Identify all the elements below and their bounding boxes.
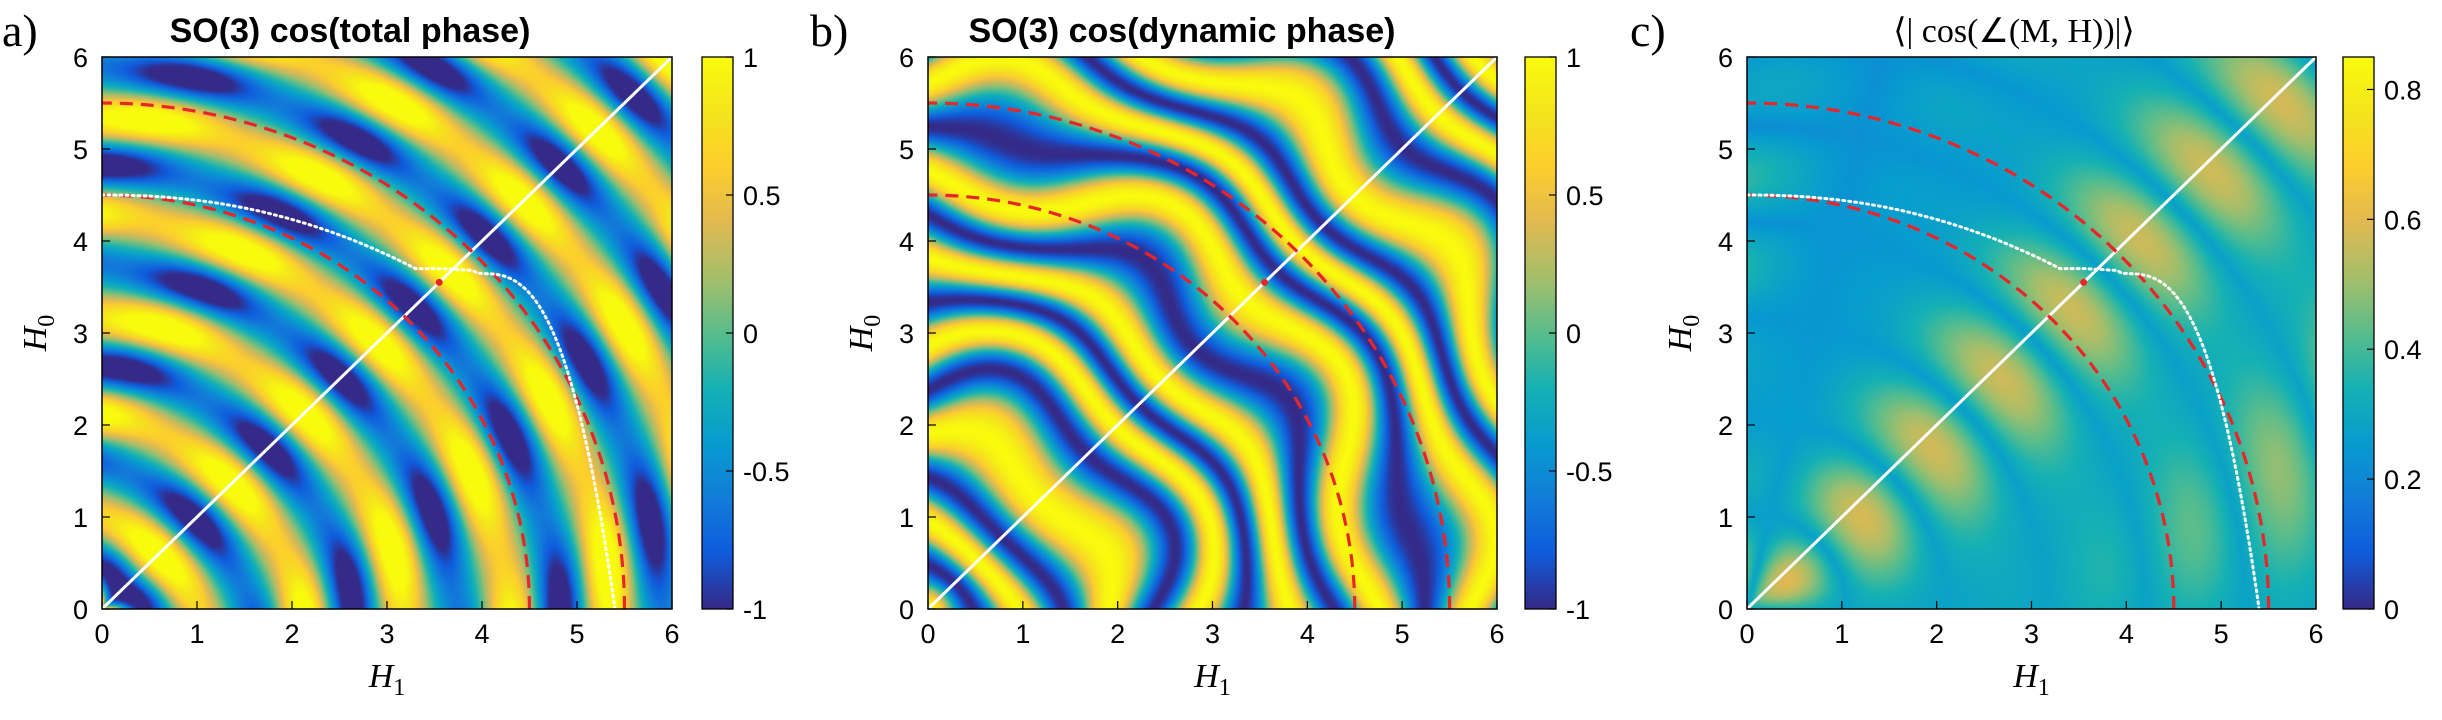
a-xtick-label: 6: [664, 619, 679, 649]
b-red-dashed-arc-2: [928, 101, 1452, 609]
b-red-dashed-arc-1: [928, 193, 1357, 609]
b-ylabel: H0: [843, 315, 886, 353]
c-xtick-label: 1: [1834, 619, 1849, 649]
a-colorbar-tick-label: -0.5: [743, 457, 790, 487]
a-ytick-label: 4: [73, 227, 88, 257]
a-chart-title: SO(3) cos(total phase): [170, 12, 531, 50]
c-colorbar-frame: [2342, 56, 2375, 610]
c-xtick-label: 5: [2214, 619, 2229, 649]
c-colorbar-tick-label: 0.4: [2384, 335, 2422, 365]
a-colorbar-tick-label: -1: [743, 595, 767, 625]
c-xtick-label: 0: [1739, 619, 1754, 649]
a-xtick-label: 2: [284, 619, 299, 649]
a-crossing-point: [435, 278, 443, 286]
a-ytick-label: 6: [73, 43, 88, 73]
a-xtick-label: 4: [474, 619, 489, 649]
b-crossing-point: [1261, 278, 1269, 286]
b-chart-title: SO(3) cos(dynamic phase): [968, 12, 1395, 50]
panel-b-svg: SO(3) cos(dynamic phase) 0 1 2 3 4 5 6 0 1 2 3 4 5 6 H1…: [843, 12, 1613, 701]
a-ytick-label: 3: [73, 319, 88, 349]
panel-c-svg: ⟨| cos(∠(M, H))|⟩ 0 1 2 3 4 5 6 0 1 2 3 4 5 6 H1 H0 0 0.2 0…: [1662, 13, 2422, 701]
c-ytick-label: 4: [1718, 227, 1733, 257]
b-colorbar-tick-label: -1: [1566, 595, 1590, 625]
panel-a: a) SO(3) cos(total phase) 0 1 2 3 4 5 6 0 1 2 3 4 5 6 H…: [0, 0, 810, 720]
a-colorbar-tick-label: 1: [743, 43, 758, 73]
panel-c-label: c): [1630, 5, 1666, 56]
c-chart-title: ⟨| cos(∠(M, H))|⟩: [1893, 13, 2135, 50]
a-xlabel: H1: [368, 658, 406, 701]
c-ytick-label: 2: [1718, 411, 1733, 441]
c-colorbar: [2343, 57, 2374, 609]
a-xtick-label: 0: [94, 619, 109, 649]
b-colorbar-tick-label: 0.5: [1566, 181, 1604, 211]
b-colorbar-tick-label: 1: [1566, 43, 1581, 73]
c-overlays: [1747, 57, 2316, 609]
b-xtick-label: 3: [1205, 619, 1220, 649]
b-xtick-label: 6: [1489, 619, 1504, 649]
c-white-dotted-boundary: [1747, 193, 2261, 609]
b-xtick-label: 0: [920, 619, 935, 649]
a-ytick-label: 5: [73, 135, 88, 165]
b-ytick-label: 0: [899, 595, 914, 625]
c-xtick-label: 6: [2308, 619, 2323, 649]
c-xlabel: H1: [2012, 658, 2050, 701]
c-xtick-label: 2: [1929, 619, 1944, 649]
b-colorbar-tick-label: 0: [1566, 319, 1581, 349]
panel-a-label: a): [2, 5, 38, 56]
b-xtick-label: 1: [1015, 619, 1030, 649]
a-xtick-label: 3: [379, 619, 394, 649]
b-xlabel: H1: [1193, 658, 1231, 701]
b-xtick-label: 4: [1300, 619, 1315, 649]
panel-b-label: b): [810, 5, 849, 56]
a-ylabel: H0: [17, 315, 60, 353]
a-colorbar-tick-label: 0.5: [743, 181, 781, 211]
c-crossing-point: [2080, 278, 2088, 286]
c-ytick-label: 5: [1718, 135, 1733, 165]
c-diagonal-line: [1747, 57, 2316, 609]
a-red-dashed-arc-2: [102, 101, 627, 609]
c-xtick-label: 3: [2024, 619, 2039, 649]
b-xtick-label: 2: [1110, 619, 1125, 649]
a-diagonal-line: [102, 57, 672, 609]
a-overlays: [102, 57, 672, 609]
c-ytick-label: 1: [1718, 503, 1733, 533]
a-xtick-label: 5: [569, 619, 584, 649]
c-red-dashed-arc-1: [1747, 193, 2176, 609]
b-overlays: [928, 57, 1497, 609]
b-ytick-label: 4: [899, 227, 914, 257]
b-ytick-label: 5: [899, 135, 914, 165]
b-ytick-label: 2: [899, 411, 914, 441]
a-ytick-label: 1: [73, 503, 88, 533]
panel-c: c) ⟨| cos(∠(M, H))|⟩ 0 1 2 3 4 5 6 0 1 2 3 4 5 6 H1 H0 0 0…: [1630, 0, 2442, 720]
c-colorbar-tick-label: 0.2: [2384, 465, 2422, 495]
a-white-dotted-boundary: [102, 193, 617, 609]
a-xtick-label: 1: [189, 619, 204, 649]
b-diagonal-line: [928, 57, 1497, 609]
c-ytick-label: 3: [1718, 319, 1733, 349]
b-ytick-label: 3: [899, 319, 914, 349]
c-colorbar-tick-label: 0.6: [2384, 205, 2422, 235]
b-colorbar-tick-label: -0.5: [1566, 457, 1613, 487]
a-ytick-label: 2: [73, 411, 88, 441]
b-ytick-label: 1: [899, 503, 914, 533]
a-red-dashed-arc-1: [102, 193, 532, 609]
panel-a-svg: SO(3) cos(total phase) 0 1 2 3 4 5 6 0 1 2 3 4 5 6 H1 H0…: [17, 12, 790, 701]
c-ylabel: H0: [1662, 315, 1705, 353]
a-colorbar-tick-label: 0: [743, 319, 758, 349]
c-red-dashed-arc-2: [1747, 101, 2271, 609]
b-xtick-label: 5: [1395, 619, 1410, 649]
c-ytick-label: 6: [1718, 43, 1733, 73]
a-ytick-label: 0: [73, 595, 88, 625]
b-ytick-label: 6: [899, 43, 914, 73]
c-ytick-label: 0: [1718, 595, 1733, 625]
c-colorbar-tick-label: 0.8: [2384, 75, 2422, 105]
c-xtick-label: 4: [2119, 619, 2134, 649]
c-colorbar-tick-label: 0: [2384, 595, 2399, 625]
panel-b: b) SO(3) cos(dynamic phase) 0 1 2 3 4 5 6 0 1 2 3 4 5…: [810, 0, 1630, 720]
